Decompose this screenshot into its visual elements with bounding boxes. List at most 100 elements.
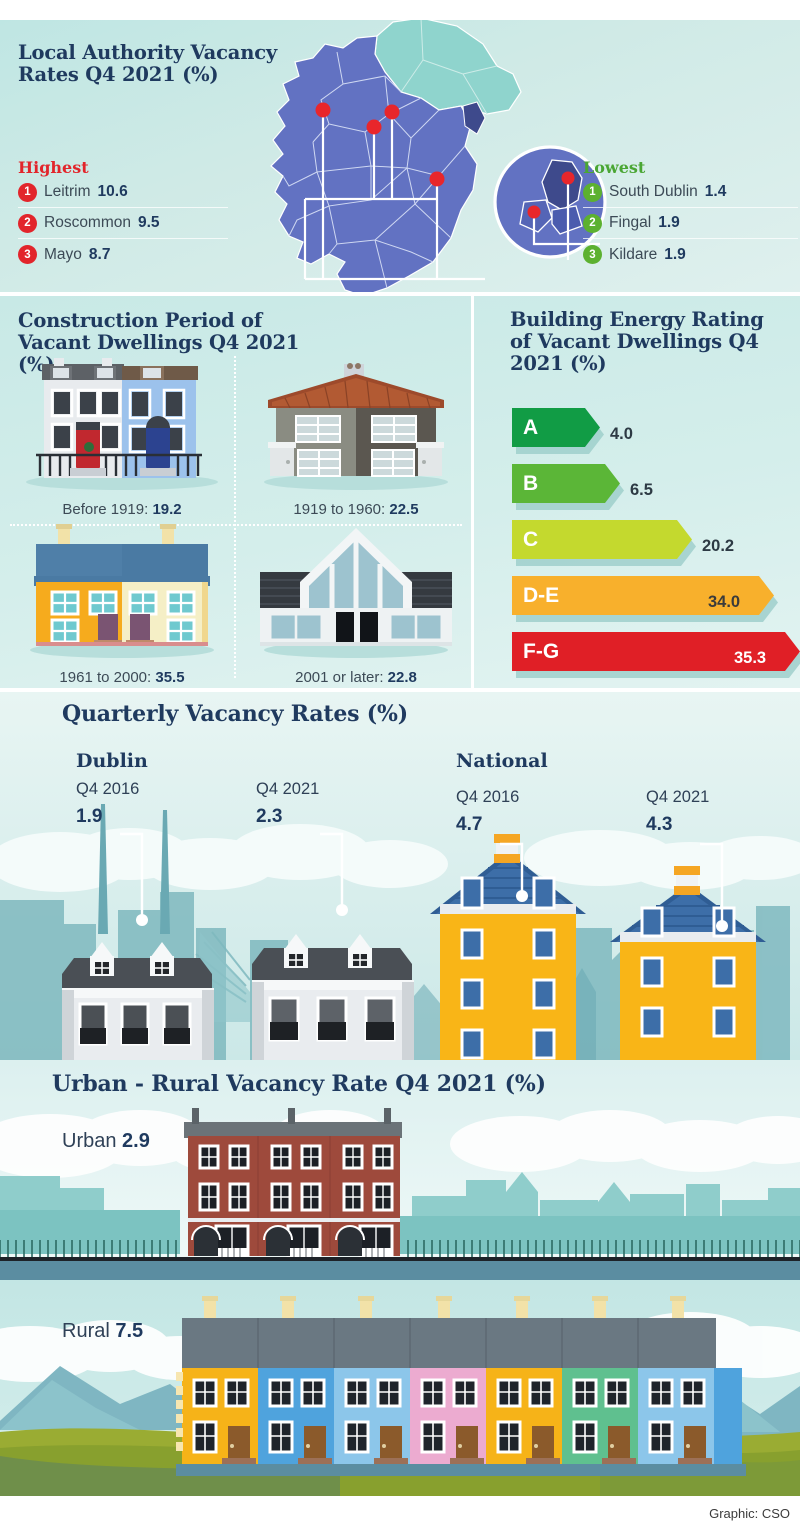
ber-grade-label: A [523, 415, 539, 439]
rank-badge: 1 [583, 182, 602, 202]
list-item: 1 South Dublin 1.4 [583, 177, 798, 208]
lowest-list: 1 South Dublin 1.4 2 Fingal 1.9 3 Kildar… [583, 177, 798, 270]
period-label: Q4 2021 [256, 780, 320, 798]
highest-block: Highest 1 Leitrim 10.6 2 Roscommon 9.5 3… [18, 158, 228, 270]
colourful-terrace [176, 1296, 746, 1476]
house-caption-label: 1961 to 2000: [59, 669, 152, 686]
ber-value: 20.2 [702, 537, 735, 555]
authority-value: 8.7 [88, 245, 111, 263]
rural-value-label: Rural 7.5 [62, 1320, 143, 1343]
map-pin-leitrim [384, 104, 400, 120]
ireland-map [225, 20, 585, 292]
period-label: Q4 2016 [456, 788, 520, 806]
ber-bar: B [512, 464, 620, 503]
georgian-terrace-illustration [26, 358, 218, 490]
graphic-credit: Graphic: CSO [709, 1506, 790, 1521]
rural-terrace-illustration [0, 1280, 800, 1496]
map-pin-fingal [527, 205, 541, 219]
dublin-house-2016 [62, 942, 214, 1060]
ber-grade-label: F-G [523, 639, 560, 663]
map-pin-mayo [315, 102, 331, 118]
quarterly-title: Quarterly Vacancy Rates (%) [62, 701, 408, 727]
map-pin-south-dublin [561, 171, 575, 185]
lowest-block: Lowest 1 South Dublin 1.4 2 Fingal 1.9 3… [583, 158, 798, 270]
urban-label: Urban [62, 1130, 117, 1152]
rural-value: 7.5 [115, 1320, 144, 1342]
yellow-semi-illustration [30, 524, 214, 658]
construction-title: Construction Period of Vacant Dwellings … [18, 309, 300, 376]
modern-house-illustration [260, 528, 452, 658]
highest-list: 1 Leitrim 10.6 2 Roscommon 9.5 3 Mayo 8.… [18, 177, 228, 270]
authority-name: Fingal [609, 214, 652, 231]
authority-name: South Dublin [609, 183, 698, 200]
ber-row-b: B 6.5 [512, 464, 800, 512]
house-caption-label: Before 1919: [62, 501, 149, 518]
ber-bar: F-G [512, 632, 800, 671]
ber-grade-label: C [523, 527, 539, 551]
ber-bar: A [512, 408, 600, 447]
ber-row-de: D-E 34.0 [512, 576, 800, 624]
ber-grade-label: B [523, 471, 539, 495]
urban-rural-title: Urban - Rural Vacancy Rate Q4 2021 (%) [52, 1071, 546, 1097]
authority-name: Mayo [44, 245, 82, 263]
house-card-before-1919: Before 1919: 19.2 [6, 352, 238, 520]
house-card-1919-1960: 1919 to 1960: 22.5 [240, 352, 472, 520]
semi-detached-illustration [264, 363, 448, 490]
urban-value-label: Urban 2.9 [62, 1130, 150, 1153]
house-card-1961-2000: 1961 to 2000: 35.5 [6, 520, 238, 688]
city-skyline-illustration [0, 692, 800, 1060]
house-caption-value: 35.5 [155, 669, 185, 686]
period-value: 1.9 [76, 806, 103, 827]
lowest-heading: Lowest [583, 158, 646, 177]
period-value: 4.7 [456, 814, 483, 835]
vertical-divider [471, 296, 474, 688]
ber-row-fg: F-G 35.3 [512, 632, 800, 680]
ber-value: 6.5 [630, 481, 653, 499]
map-pin-kildare [429, 171, 445, 187]
ber-bar: D-E [512, 576, 774, 615]
brick-terrace [184, 1108, 402, 1258]
local-authority-section: Local Authority Vacancy Rates Q4 2021 (%… [0, 20, 800, 292]
authority-name: Kildare [609, 245, 658, 263]
house-caption: 1961 to 2000: 35.5 [6, 669, 238, 686]
authority-value: 10.6 [97, 183, 128, 200]
period-value: 2.3 [256, 806, 283, 827]
ber-row-a: A 4.0 [512, 408, 800, 456]
rank-badge: 1 [18, 182, 37, 202]
national-block-2016 [430, 834, 586, 1060]
period-value: 4.3 [646, 814, 673, 835]
grid-divider-vertical [234, 356, 236, 678]
list-item: 1 Leitrim 10.6 [18, 177, 228, 208]
house-caption: Before 1919: 19.2 [6, 501, 238, 518]
list-item: 2 Roscommon 9.5 [18, 208, 228, 239]
house-caption-value: 22.5 [389, 501, 419, 518]
ber-chart: A 4.0 B 6.5 C 20.2 D-E [512, 408, 800, 688]
house-caption-label: 2001 or later: [295, 669, 384, 686]
group-label-dublin: Dublin [76, 750, 148, 772]
ber-title: Building Energy Rating of Vacant Dwellin… [510, 308, 764, 375]
ber-value: 35.3 [734, 649, 767, 667]
ber-grade-label: D-E [523, 583, 560, 607]
period-label: Q4 2016 [76, 780, 140, 798]
authority-value: 9.5 [138, 214, 160, 231]
authority-value: 1.4 [704, 183, 727, 200]
house-caption-value: 19.2 [152, 501, 182, 518]
house-caption-label: 1919 to 1960: [293, 501, 386, 518]
urban-value: 2.9 [122, 1130, 150, 1152]
urban-section: Urban - Rural Vacancy Rate Q4 2021 (%) [0, 1060, 800, 1280]
map-pin-roscommon [366, 119, 382, 135]
period-label: Q4 2021 [646, 788, 710, 806]
rank-badge: 3 [18, 245, 37, 264]
authority-value: 1.9 [664, 245, 686, 263]
page-title: Local Authority Vacancy Rates Q4 2021 (%… [18, 41, 277, 86]
quarterly-section: Quarterly Vacancy Rates (%) Dublin Q4 20… [0, 692, 800, 1060]
grid-divider-horizontal [10, 524, 462, 526]
rural-label: Rural [62, 1320, 110, 1342]
urban-terrace-illustration [0, 1060, 800, 1280]
group-label-national: National [456, 750, 548, 772]
house-grid: Before 1919: 19.2 [0, 352, 471, 688]
footer: Graphic: CSO [0, 1496, 800, 1536]
list-item: 3 Kildare 1.9 [583, 239, 798, 270]
rank-badge: 3 [583, 245, 602, 264]
